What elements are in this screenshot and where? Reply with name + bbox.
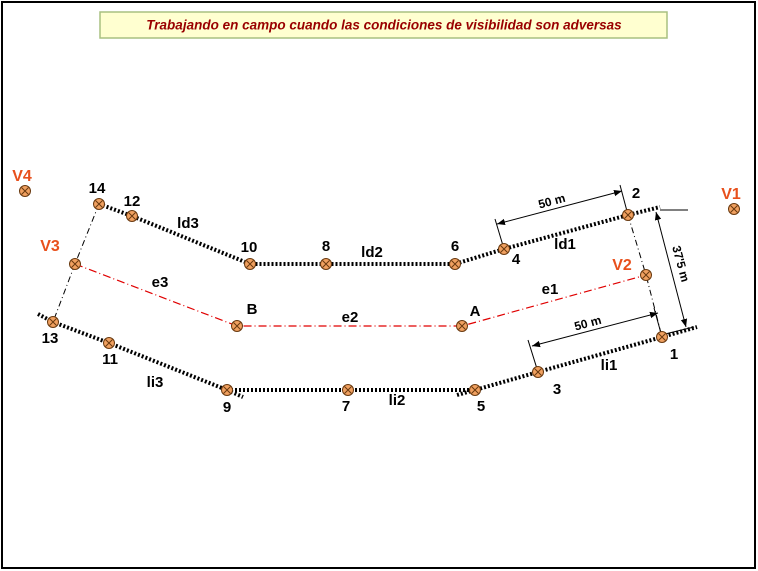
point-label: 10 xyxy=(241,239,258,256)
labels: V1 V2 V3 V4 A B 1 2 3 4 5 6 7 8 9 10 11 … xyxy=(12,168,741,416)
segment-label: e2 xyxy=(342,309,359,326)
title: Trabajando en campo cuando las condicion… xyxy=(146,18,622,33)
markers xyxy=(19,185,740,396)
point-label: 5 xyxy=(477,398,485,415)
point-label: 9 xyxy=(223,399,231,416)
title-box xyxy=(99,11,668,39)
segment-label: li3 xyxy=(147,374,164,391)
traverse-lines xyxy=(37,202,698,399)
point-label: 14 xyxy=(89,180,106,197)
segment-label: li1 xyxy=(601,357,618,374)
ref-label: A xyxy=(470,303,481,320)
station-label: V4 xyxy=(12,168,32,185)
segment-label: ld2 xyxy=(361,244,383,261)
point-label: 3 xyxy=(553,381,561,398)
dimension-label: 50 m xyxy=(573,313,603,334)
segment-label: li2 xyxy=(389,392,406,409)
point-label: 8 xyxy=(322,238,330,255)
segment-label: ld1 xyxy=(554,236,576,253)
segment-label: ld3 xyxy=(177,215,199,232)
dimension-lines xyxy=(494,184,695,373)
station-label: V2 xyxy=(612,257,632,274)
point-label: 1 xyxy=(670,346,678,363)
point-label: 2 xyxy=(632,185,640,202)
station-label: V1 xyxy=(721,186,741,203)
ref-label: B xyxy=(247,301,258,318)
point-label: 12 xyxy=(124,193,141,210)
point-label: 13 xyxy=(42,330,59,347)
dimension-label: 50 m xyxy=(537,191,567,212)
point-label: 7 xyxy=(342,398,350,415)
point-label: 11 xyxy=(102,351,118,368)
segment-label: e3 xyxy=(152,274,169,291)
point-label: 4 xyxy=(512,251,521,268)
station-label: V3 xyxy=(40,238,60,255)
point-label: 6 xyxy=(451,238,459,255)
segment-label: e1 xyxy=(542,281,559,298)
